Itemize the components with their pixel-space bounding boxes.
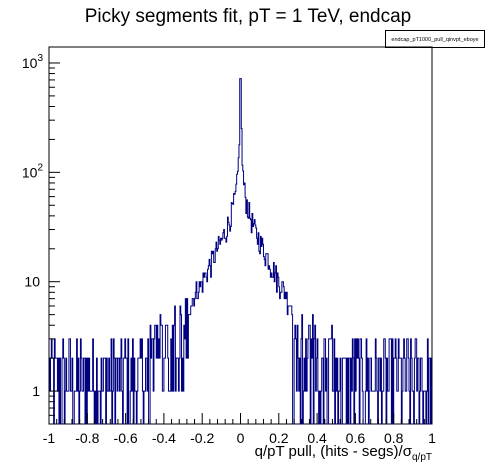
y-tick-label: 1 [32,383,40,399]
x-tick-label: 0.8 [384,430,404,446]
x-tick-label: -1 [43,430,56,446]
chart-title: Picky segments fit, pT = 1 TeV, endcap [84,6,412,27]
y-tick-label: 103 [22,53,44,71]
legend-box: endcap_pT1000_pull_qinvpt_eboye [385,30,485,48]
x-tick-label: -0.4 [152,430,176,446]
histogram-line [49,78,432,425]
x-tick-label: 0 [237,430,245,446]
x-axis-label: q/pT pull, (hits - segs)/σq/pT [255,443,432,463]
x-tick-label: 0.6 [346,430,366,446]
y-axis: 1 10 102 103 [22,53,60,425]
x-axis-label-sub: q/pT [412,452,432,463]
x-tick-label: -0.8 [75,430,99,446]
x-tick-label: 1 [428,430,436,446]
x-tick-label: 0.4 [307,430,327,446]
x-axis-label-main: q/pT pull, (hits - segs)/σ [255,443,413,460]
histogram-bars [49,78,432,425]
x-tick-label: -0.2 [190,430,214,446]
y-tick-label: 10 [24,274,40,290]
legend-label: endcap_pT1000_pull_qinvpt_eboye [391,37,479,43]
x-tick-label: 0.2 [269,430,289,446]
x-axis: -1 -0.8 -0.6 -0.4 -0.2 0 0.2 0.4 0.6 0.8 1 [43,413,436,446]
x-tick-label: -0.6 [114,430,138,446]
y-tick-label: 102 [22,162,44,180]
